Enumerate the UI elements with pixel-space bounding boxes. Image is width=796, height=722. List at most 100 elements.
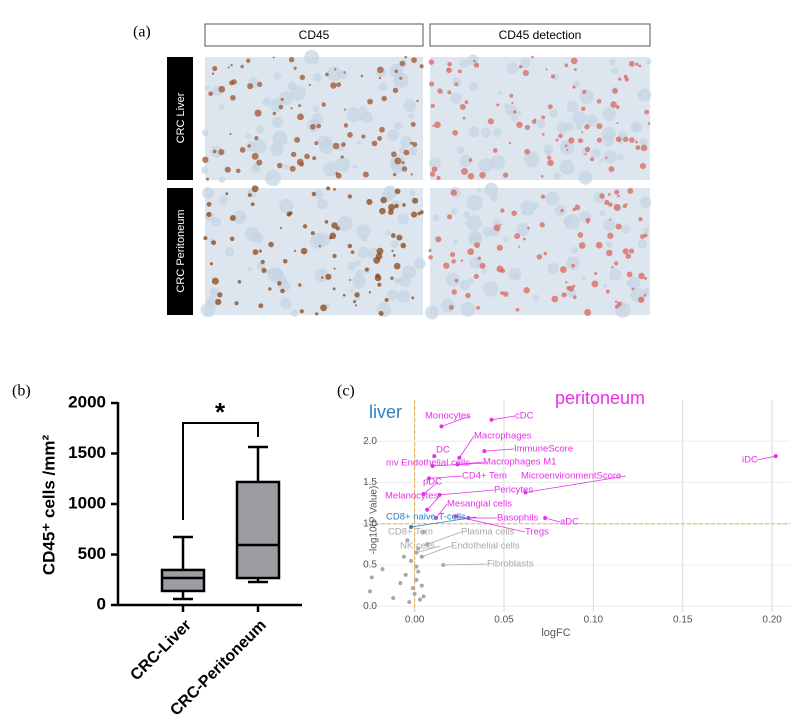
stain [558,133,563,139]
texture [352,275,367,289]
stain [604,199,610,206]
texture [385,230,391,236]
leader-line [457,461,484,465]
stain [391,151,397,158]
x-tick-label: 0.00 [405,615,425,626]
stain [354,292,360,298]
stain [392,87,399,93]
stain [468,158,473,162]
stain [299,309,304,314]
stain [400,242,407,249]
stain [595,241,603,249]
stain [310,231,315,236]
stain [531,119,537,124]
stain [224,166,231,173]
stain [435,236,442,243]
stain [479,171,486,179]
texture [483,281,499,297]
column-header [204,23,424,47]
stain [342,293,346,297]
stain [360,74,364,78]
leader-line [545,517,561,523]
stain [448,304,454,310]
leader-line [423,481,439,495]
stain [581,131,584,134]
stain [625,253,632,259]
stain [217,292,223,298]
texture [356,224,371,239]
stain [289,165,296,172]
stain [477,256,482,261]
point-label: Fibroblasts [487,559,534,570]
texture [627,276,641,290]
stain [522,69,529,77]
point [432,454,437,459]
stain [378,310,384,317]
stain [492,148,498,153]
texture [459,58,469,69]
stain [225,192,229,196]
stain [637,296,645,303]
point [414,564,419,569]
stain [572,295,577,300]
texture [603,150,617,164]
stain [499,223,502,226]
texture [605,241,610,246]
stain [254,136,259,141]
stain [622,248,629,255]
texture [355,259,362,266]
stain [611,266,614,269]
stain [280,288,285,294]
texture [325,303,331,308]
y-tick-label: 0.0 [363,601,377,612]
stain [291,151,297,158]
stain [399,60,406,67]
texture [360,111,373,124]
texture [468,126,480,138]
stain [344,108,347,111]
stain [461,167,468,175]
stain [500,268,506,274]
stain [288,56,295,63]
texture [478,158,493,173]
leader-line [484,448,515,452]
texture [602,218,616,232]
stain [333,188,336,191]
x-tick-label: 0.20 [762,615,782,626]
texture [608,268,622,281]
stain [614,261,619,266]
stain [536,254,543,260]
stain [212,149,217,154]
texture [425,305,440,320]
stain [594,271,598,276]
leader-line [443,563,488,566]
texture [403,99,417,113]
texture [313,189,324,200]
texture [559,140,575,155]
micrographs [200,49,652,320]
texture [603,283,608,288]
stain [347,243,353,249]
stain [377,282,382,287]
stain [300,247,308,255]
texture [611,67,619,75]
stain [581,106,586,111]
texture [200,302,216,318]
stain [247,193,252,198]
stain [454,278,459,283]
texture [505,104,518,116]
point-label: CD4+ Tem [462,471,507,482]
stain [364,267,369,272]
stain [638,272,645,280]
texture [482,226,494,238]
texture [326,66,342,82]
stain [366,198,373,206]
stain [436,175,441,181]
texture [520,200,536,216]
stain [462,116,466,120]
panel-label: (b) [12,383,31,400]
row-title: CRC Peritoneum [175,209,187,292]
stain [616,122,619,125]
leader-line [421,545,452,558]
stain [565,281,568,284]
